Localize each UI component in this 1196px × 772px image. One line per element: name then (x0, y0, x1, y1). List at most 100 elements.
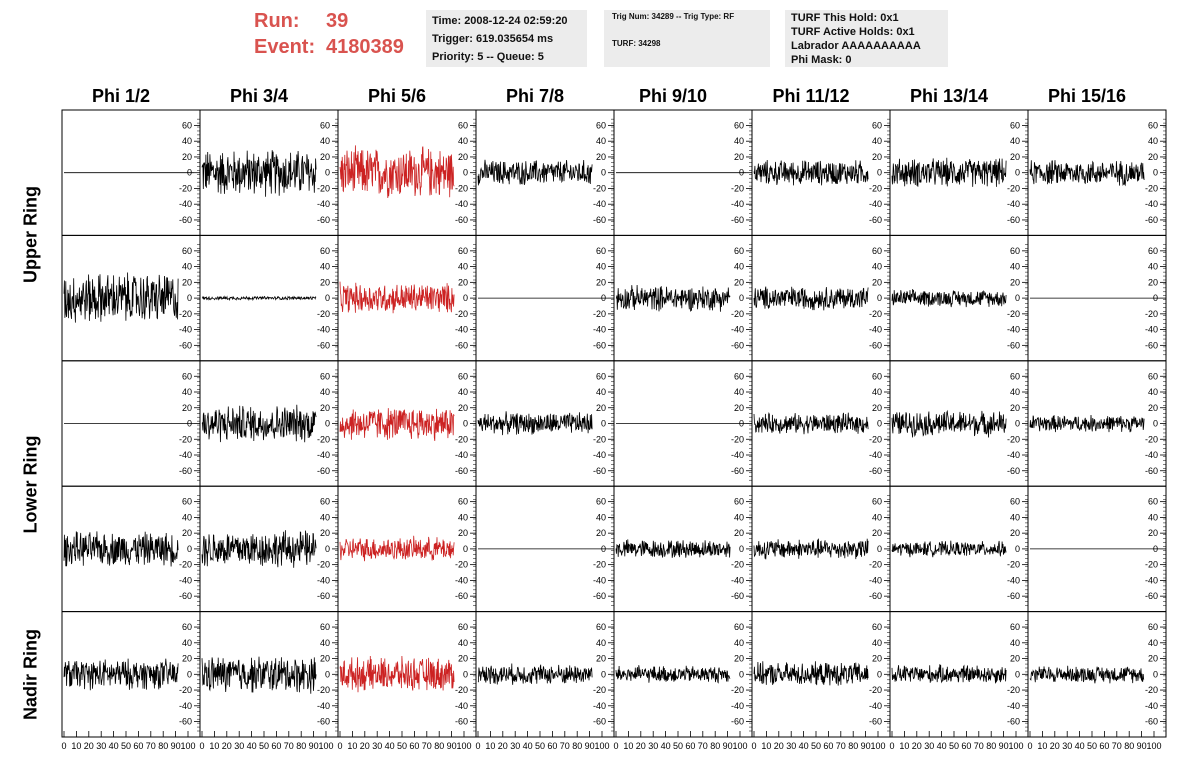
x-tick-label-r4-c2: 0 (337, 741, 342, 751)
y-tick-label-r3-c5: 60 (872, 497, 882, 507)
y-tick-label-r4-c6: 0 (1015, 669, 1020, 679)
y-tick-label-r1-c1: 0 (325, 293, 330, 303)
waveform-r4-c0 (63, 658, 179, 691)
x-tick-label-r4-c4: 40 (661, 741, 671, 751)
y-tick-label-r3-c6: 20 (1010, 528, 1020, 538)
x-tick-label-r4-c4: 0 (613, 741, 618, 751)
y-tick-label-r4-c4: -20 (731, 685, 744, 695)
y-tick-label-r1-c7: -20 (1145, 309, 1158, 319)
y-tick-label-r2-c7: -20 (1145, 434, 1158, 444)
turf-info-panel: TURF This Hold: 0x1 TURF Active Holds: 0… (785, 10, 948, 67)
y-tick-label-r2-c4: -60 (731, 466, 744, 476)
waveform-r0-c5 (753, 159, 869, 186)
waveform-r4-c7 (1029, 665, 1145, 684)
y-tick-label-r4-c1: 20 (320, 654, 330, 664)
y-tick-label-r3-c1: 0 (325, 544, 330, 554)
x-tick-label-r4-c6: 20 (912, 741, 922, 751)
y-tick-label-r0-c7: -20 (1145, 183, 1158, 193)
y-tick-label-r2-c5: 0 (877, 419, 882, 429)
y-tick-label-r2-c4: 20 (734, 403, 744, 413)
y-tick-label-r3-c1: -20 (317, 560, 330, 570)
y-tick-label-r1-c0: 60 (182, 246, 192, 256)
y-tick-label-r3-c5: -20 (869, 560, 882, 570)
waveform-r0-c6 (891, 157, 1007, 187)
y-tick-label-r3-c7: 40 (1148, 512, 1158, 522)
x-tick-label-r4-c2: 20 (360, 741, 370, 751)
x-tick-label-r4-c7: 80 (1124, 741, 1134, 751)
y-tick-label-r3-c7: 60 (1148, 497, 1158, 507)
x-tick-label-r4-c7: 40 (1075, 741, 1085, 751)
y-tick-label-r0-c4: 60 (734, 120, 744, 130)
y-tick-label-r0-c3: 0 (601, 168, 606, 178)
x-tick-label-r4-c1: 60 (271, 741, 281, 751)
x-tick-label-r4-c1: 10 (209, 741, 219, 751)
y-tick-label-r4-c3: -60 (593, 717, 606, 727)
y-tick-label-r4-c2: -20 (455, 685, 468, 695)
x-tick-label-r4-c6: 70 (974, 741, 984, 751)
y-tick-label-r3-c3: 40 (596, 512, 606, 522)
x-tick-label-r4-c3: 20 (498, 741, 508, 751)
y-tick-label-r4-c3: -40 (593, 701, 606, 711)
y-tick-label-r0-c0: -20 (179, 183, 192, 193)
y-tick-label-r2-c1: -20 (317, 434, 330, 444)
y-tick-label-r3-c2: -40 (455, 575, 468, 585)
y-tick-label-r0-c6: 60 (1010, 120, 1020, 130)
y-tick-label-r0-c5: 20 (872, 152, 882, 162)
x-tick-label-r4-c5: 50 (811, 741, 821, 751)
y-tick-label-r1-c1: -60 (317, 340, 330, 350)
waveform-r4-c5 (753, 661, 869, 686)
y-tick-label-r0-c4: -20 (731, 183, 744, 193)
waveform-r4-c1 (201, 656, 317, 694)
column-title-phi-9-10: Phi 9/10 (638, 86, 708, 106)
x-tick-label-r4-c3: 50 (535, 741, 545, 751)
y-tick-label-r2-c3: -20 (593, 434, 606, 444)
x-tick-label-r4-c2: 70 (422, 741, 432, 751)
x-tick-label-r4-c6: 30 (924, 741, 934, 751)
x-tick-label-r4-c1: 90 (309, 741, 319, 751)
y-tick-label-r4-c7: -40 (1145, 701, 1158, 711)
waveform-r2-c2 (339, 408, 455, 441)
x-tick-label-r4-c0: 60 (133, 741, 143, 751)
y-tick-label-r2-c0: 40 (182, 387, 192, 397)
waveform-r2-c6 (891, 409, 1007, 438)
y-tick-label-r0-c4: 20 (734, 152, 744, 162)
y-tick-label-r4-c5: 20 (872, 654, 882, 664)
y-tick-label-r0-c1: 0 (325, 168, 330, 178)
y-tick-label-r2-c5: 40 (872, 387, 882, 397)
waveform-r0-c7 (1029, 160, 1145, 187)
y-tick-label-r1-c1: -20 (317, 309, 330, 319)
x-tick-label-r4-c5: 20 (774, 741, 784, 751)
y-tick-label-r2-c6: -40 (1007, 450, 1020, 460)
y-tick-label-r2-c3: 20 (596, 403, 606, 413)
x-tick-label-r4-c6: 80 (986, 741, 996, 751)
x-tick-label-r4-c7: 30 (1062, 741, 1072, 751)
y-tick-label-r3-c7: -60 (1145, 591, 1158, 601)
y-tick-label-r2-c6: 0 (1015, 419, 1020, 429)
x-tick-label-r4-c2: 100 (456, 741, 471, 751)
x-tick-label-r4-c2: 80 (434, 741, 444, 751)
y-tick-label-r1-c3: -40 (593, 325, 606, 335)
y-tick-label-r2-c5: -40 (869, 450, 882, 460)
y-tick-label-r3-c6: -60 (1007, 591, 1020, 601)
x-tick-label-r4-c5: 80 (848, 741, 858, 751)
y-tick-label-r0-c2: 40 (458, 136, 468, 146)
y-tick-label-r2-c7: 0 (1153, 419, 1158, 429)
waveform-r1-c5 (753, 286, 869, 311)
y-tick-label-r2-c1: -40 (317, 450, 330, 460)
trigger-text: Trigger: 619.035654 ms (432, 33, 554, 45)
y-tick-label-r1-c5: -40 (869, 325, 882, 335)
y-tick-label-r2-c3: -60 (593, 466, 606, 476)
y-tick-label-r1-c6: 60 (1010, 246, 1020, 256)
waveform-r3-c5 (753, 538, 869, 560)
x-tick-label-r4-c7: 60 (1099, 741, 1109, 751)
y-tick-label-r3-c2: 20 (458, 528, 468, 538)
y-tick-label-r0-c2: -40 (455, 199, 468, 209)
turf-this-hold-text: TURF This Hold: 0x1 (791, 12, 899, 24)
y-tick-label-r0-c7: 20 (1148, 152, 1158, 162)
y-tick-label-r4-c7: 60 (1148, 622, 1158, 632)
x-tick-label-r4-c1: 70 (284, 741, 294, 751)
y-tick-label-r2-c4: 40 (734, 387, 744, 397)
y-tick-label-r2-c5: 20 (872, 403, 882, 413)
y-tick-label-r0-c5: -60 (869, 215, 882, 225)
y-tick-label-r3-c4: 60 (734, 497, 744, 507)
